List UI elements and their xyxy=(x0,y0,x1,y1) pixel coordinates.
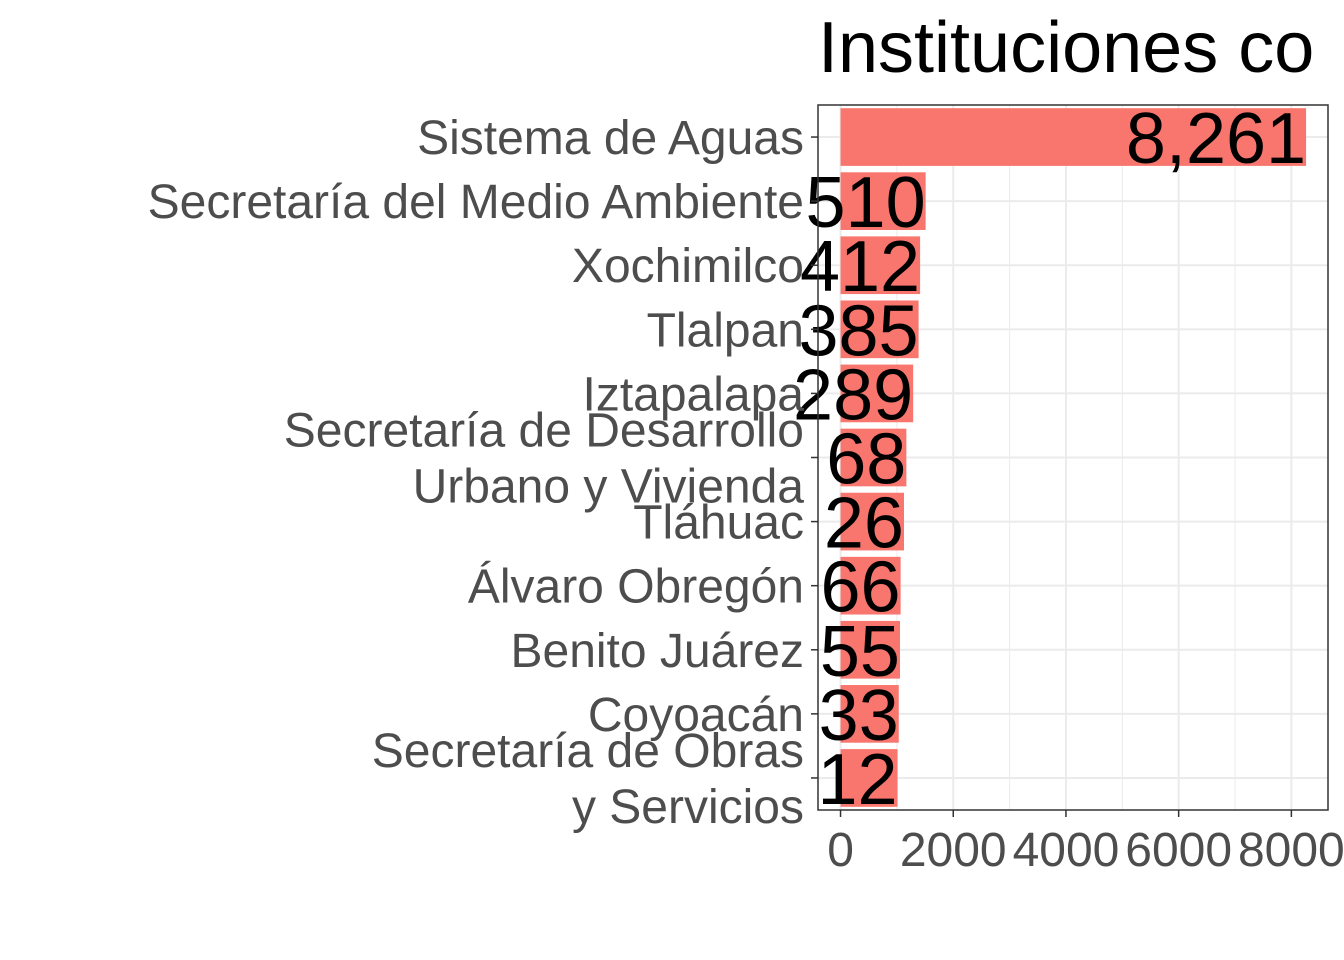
data-label: 510 xyxy=(805,163,925,243)
y-tick-label: Secretaría de Desarrollo Urbano y Viviend… xyxy=(284,405,805,514)
y-tick-label: Secretaría del Medio Ambiente xyxy=(148,176,804,229)
y-tick-label: Álvaro Obregón xyxy=(468,561,804,614)
x-tick-label: 4000 xyxy=(1013,824,1120,877)
y-tick-label: Xochimilco xyxy=(572,240,804,293)
data-label: 8,261 xyxy=(1126,99,1306,179)
y-tick-label: Coyoacán xyxy=(588,689,804,742)
y-axis: Sistema de Aguas Secretaría del Medio Amb… xyxy=(148,112,818,834)
bar xyxy=(840,685,899,743)
y-tick-label: Tlalpan xyxy=(647,304,804,357)
data-label: 12 xyxy=(817,740,897,820)
bar xyxy=(840,492,904,551)
y-tick-label: Sistema de Aguas xyxy=(417,112,804,165)
y-tick-label: Secretaría de Obras y Servicios xyxy=(372,725,804,834)
bar xyxy=(840,556,901,615)
bar xyxy=(840,300,919,359)
data-label: 33 xyxy=(819,676,899,756)
bar xyxy=(840,428,907,487)
bar xyxy=(840,108,1307,166)
x-tick-label: 2000 xyxy=(900,824,1007,877)
data-label: 55 xyxy=(820,612,900,692)
bar xyxy=(840,236,921,295)
y-tick-label: Benito Juárez xyxy=(510,625,804,678)
bar xyxy=(840,172,926,230)
data-label: 68 xyxy=(826,420,906,500)
x-tick-label: 0 xyxy=(827,824,854,877)
data-label: 289 xyxy=(793,355,913,435)
bar xyxy=(840,620,900,679)
y-tick-label: Iztapalapa xyxy=(582,368,804,421)
data-label: 66 xyxy=(821,548,901,628)
x-tick-label: 8000 xyxy=(1238,824,1344,877)
x-tick-label: 6000 xyxy=(1125,824,1232,877)
data-label: 26 xyxy=(824,484,904,564)
x-axis: 0 2000 4000 6000 8000 xyxy=(827,810,1344,877)
bars xyxy=(840,108,1307,807)
data-label: 412 xyxy=(800,227,920,307)
chart-title: Instituciones co xyxy=(818,8,1314,88)
y-tick-label: Tláhuac xyxy=(633,497,804,550)
bar xyxy=(840,749,898,807)
bar xyxy=(840,364,914,423)
